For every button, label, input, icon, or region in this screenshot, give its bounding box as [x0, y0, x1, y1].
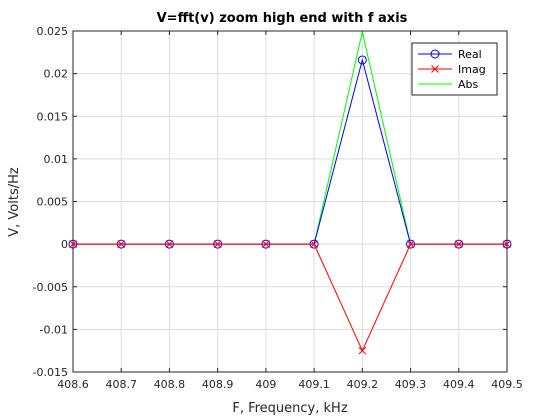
series-imag-line [73, 243, 507, 352]
ticks: 408.6 408.7 408.8 408.9 409 409.1 409.2 409.3 40… [33, 25, 523, 391]
y-tick-label: -0.005 [33, 281, 68, 294]
y-tick-label: 0.01 [44, 153, 69, 166]
y-tick-label: 0 [61, 238, 68, 251]
legend-real-marker [430, 49, 440, 59]
series-imag-point [454, 240, 463, 248]
series-imag-point [406, 240, 415, 248]
series-imag-point [117, 240, 126, 248]
legend-imag-marker [431, 65, 439, 73]
legend-imag-label: Imag [458, 63, 486, 76]
x-tick-label: 409.5 [491, 378, 523, 391]
x-tick-label: 408.8 [154, 378, 186, 391]
y-axis-label: V, Volts/Hz [7, 167, 22, 237]
legend: Real Imag Abs [411, 42, 498, 96]
y-tick-label: 0.005 [37, 196, 69, 209]
legend-abs-label: Abs [458, 78, 479, 91]
series-imag-point [358, 346, 367, 355]
x-tick-label: 409.3 [395, 378, 427, 391]
y-tick-label: 0.025 [37, 25, 69, 38]
series-real-point [357, 55, 367, 65]
x-tick-label: 408.7 [105, 378, 137, 391]
series-layer [68, 31, 512, 355]
x-tick-label: 409 [255, 378, 276, 391]
series-imag-point [165, 240, 174, 248]
series-imag-point [310, 240, 318, 248]
series-imag-point [503, 240, 511, 248]
chart-title: V=fft(v) zoom high end with f axis [157, 11, 408, 26]
x-tick-label: 409.2 [347, 378, 379, 391]
series-imag-point [262, 240, 270, 248]
x-tick-label: 409.1 [298, 378, 330, 391]
x-tick-label: 409.4 [443, 378, 475, 391]
x-tick-label: 408.9 [202, 378, 234, 391]
y-tick-label: -0.01 [40, 323, 68, 336]
x-tick-label: 408.6 [57, 378, 89, 391]
y-tick-label: -0.015 [33, 366, 68, 379]
legend-real-label: Real [458, 48, 482, 61]
x-axis-label: F, Frequency, kHz [232, 401, 347, 416]
series-imag-point [69, 240, 77, 248]
y-tick-label: 0.015 [37, 110, 69, 123]
series-imag-point [213, 240, 222, 248]
y-tick-label: 0.02 [44, 68, 69, 81]
